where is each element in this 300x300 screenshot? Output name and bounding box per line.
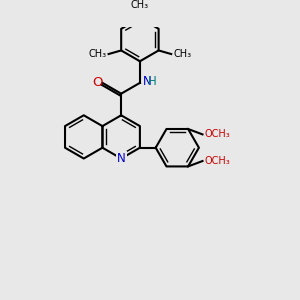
Text: H: H (148, 75, 157, 88)
Text: CH₃: CH₃ (173, 49, 191, 59)
Text: O: O (93, 76, 103, 89)
Text: CH₃: CH₃ (131, 0, 149, 10)
Text: OCH₃: OCH₃ (204, 129, 230, 140)
Text: CH₃: CH₃ (88, 49, 107, 59)
Text: OCH₃: OCH₃ (204, 156, 230, 166)
Text: N: N (142, 75, 152, 88)
Text: N: N (117, 152, 126, 165)
